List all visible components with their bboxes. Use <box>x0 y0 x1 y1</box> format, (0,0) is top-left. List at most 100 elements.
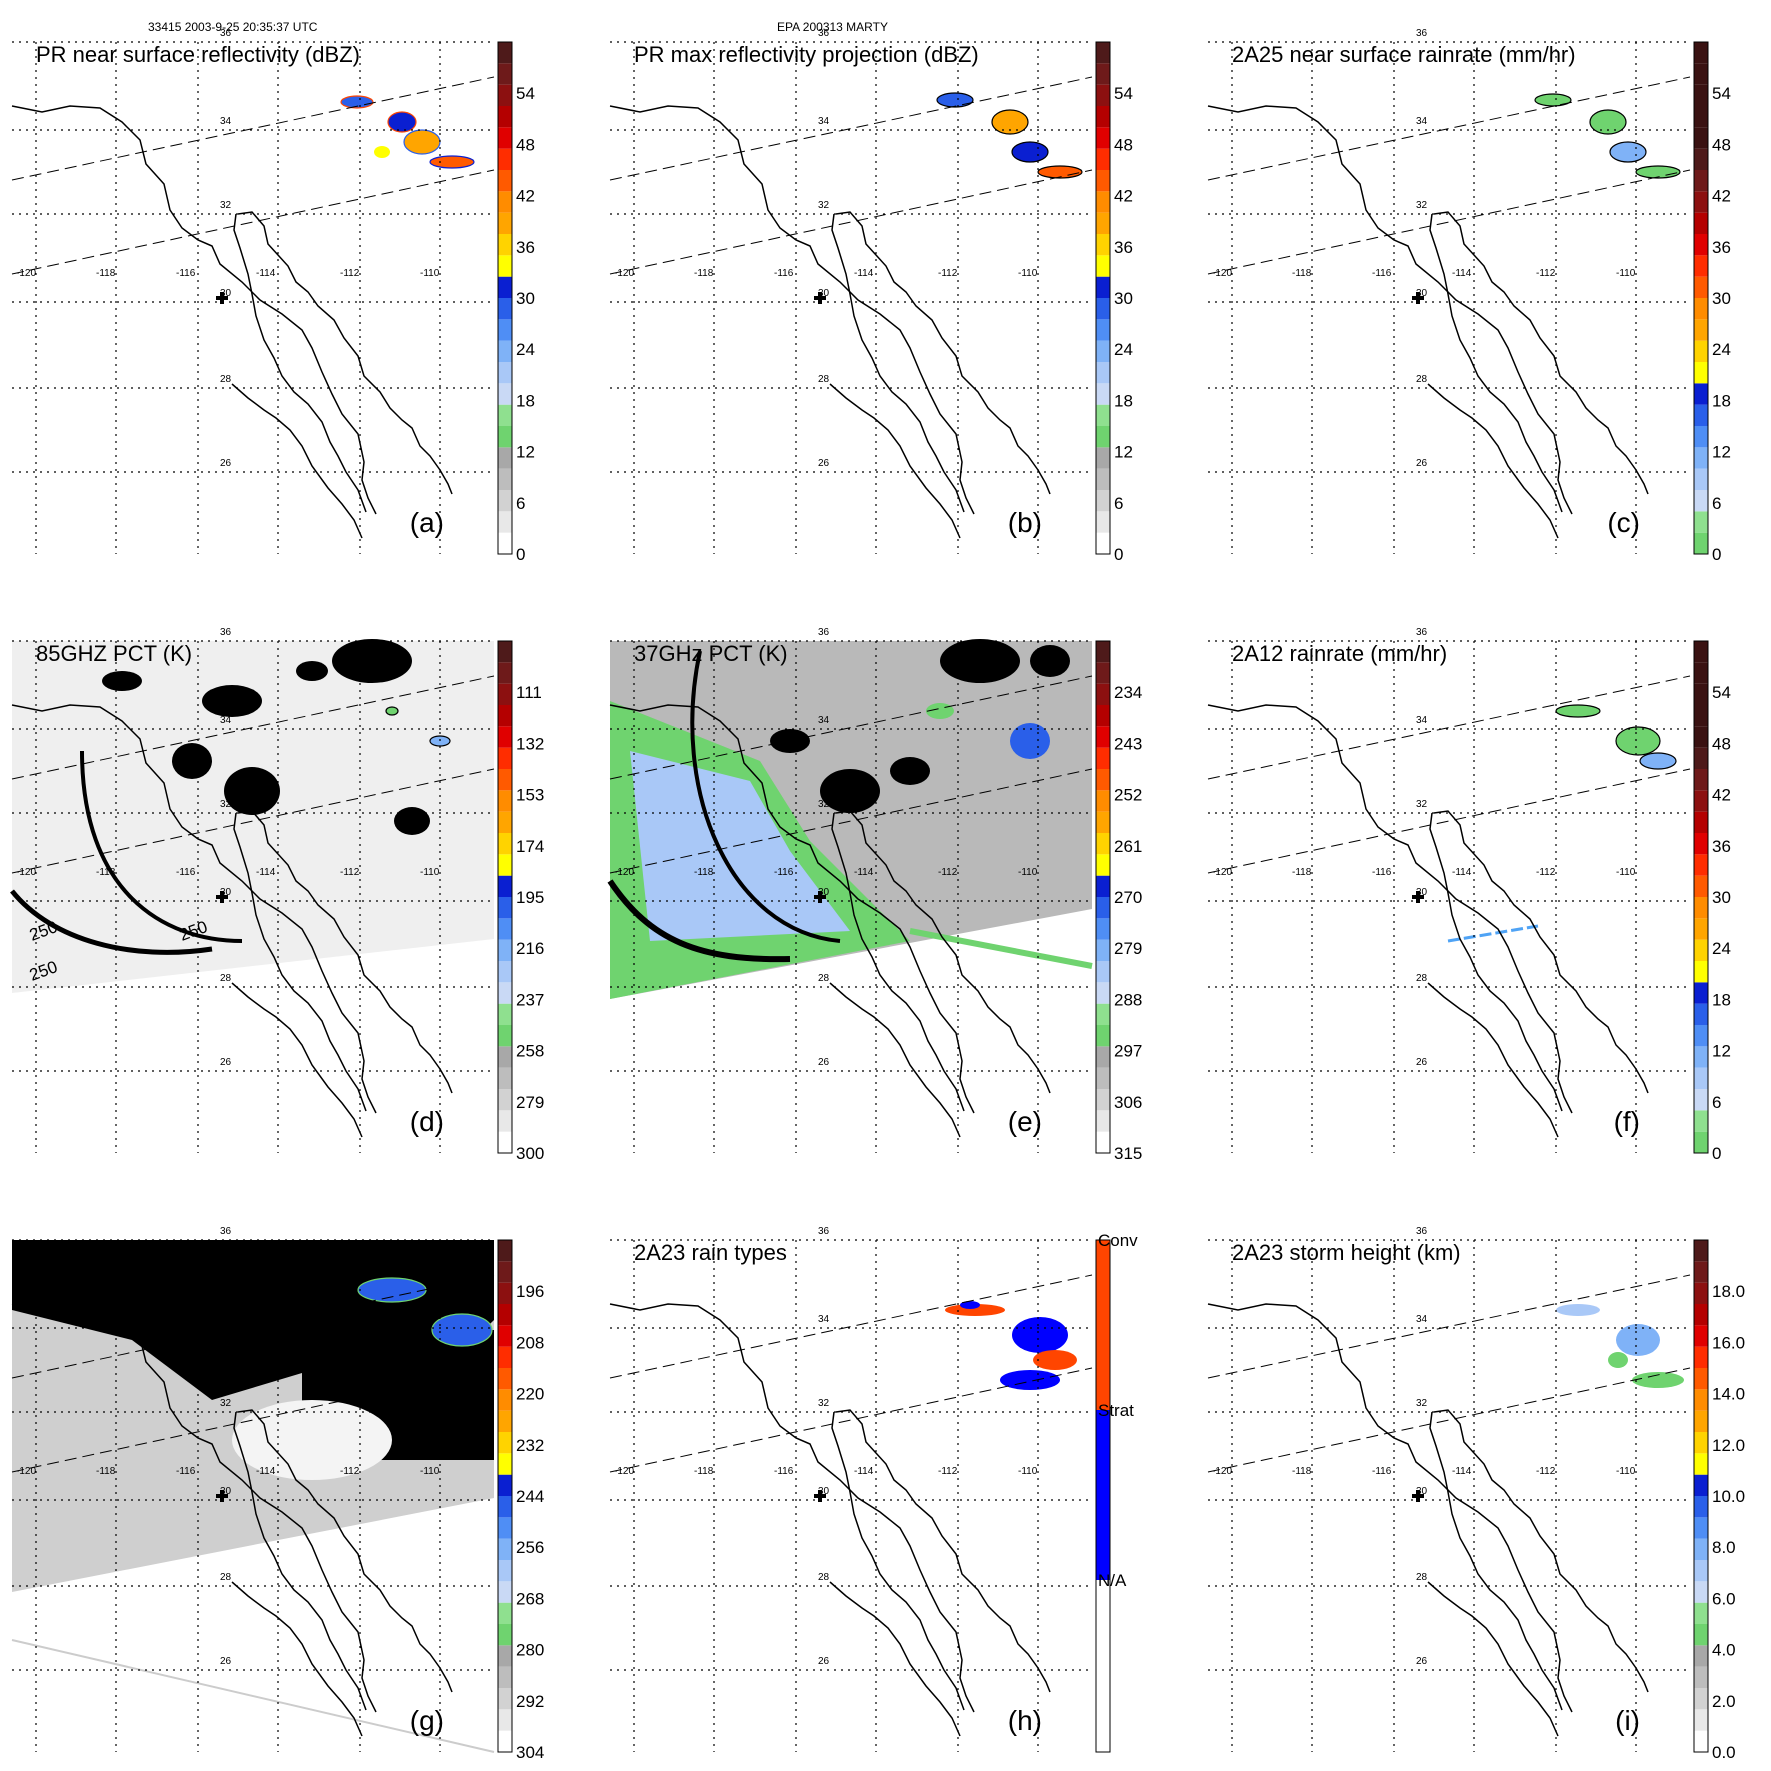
colorbar-segment <box>1096 1240 1110 1410</box>
colorbar-segment <box>1096 340 1110 362</box>
colorbar-segment <box>1096 747 1110 769</box>
lat-label: 28 <box>818 1572 830 1583</box>
coastline <box>237 1409 453 1693</box>
lat-label: 28 <box>220 374 232 385</box>
colorbar-tick: 12 <box>516 443 535 462</box>
colorbar-segment <box>498 1261 512 1283</box>
colorbar-segment <box>1096 468 1110 490</box>
colorbar-tick: 268 <box>516 1589 544 1608</box>
colorbar-tick: 208 <box>516 1333 544 1352</box>
lat-label: 30 <box>220 1486 232 1497</box>
swath-edge <box>11 1639 495 1753</box>
colorbar-segment <box>498 383 512 405</box>
lat-label: 28 <box>1416 1572 1428 1583</box>
colorbar-segment <box>1096 790 1110 812</box>
lat-label: 32 <box>818 799 830 810</box>
precip-cell <box>357 1277 427 1303</box>
panel-label: (i) <box>1615 1705 1640 1736</box>
colorbar-segment <box>1694 939 1708 961</box>
colorbar-tick: 42 <box>516 187 535 206</box>
colorbar-segment <box>498 1474 512 1496</box>
lat-label: 28 <box>1416 973 1428 984</box>
colorbar-segment <box>1694 769 1708 791</box>
colorbar-frame <box>1693 1239 1709 1753</box>
colorbar-segment <box>1096 1410 1110 1580</box>
colorbar-segment <box>498 191 512 213</box>
colorbar-tick: 196 <box>516 1282 544 1301</box>
precip-cell <box>387 111 417 133</box>
colorbar-segment <box>498 897 512 919</box>
colorbar-segment <box>1694 340 1708 362</box>
lon-label: -110 <box>1616 867 1636 878</box>
lat-label: 26 <box>818 458 830 469</box>
colorbar-segment <box>498 106 512 128</box>
colorbar-segment <box>1694 319 1708 341</box>
colorbar-segment <box>1694 1389 1708 1411</box>
lon-label: -114 <box>854 867 874 878</box>
colorbar-segment <box>1694 897 1708 919</box>
lon-label: -112 <box>340 1466 360 1477</box>
colorbar-tick: 279 <box>1114 939 1142 958</box>
precip-cell <box>1033 1350 1077 1370</box>
lat-label: 26 <box>220 458 232 469</box>
coastline <box>1427 982 1559 1138</box>
precip-cell <box>1616 1324 1660 1356</box>
colorbar-segment <box>1096 1046 1110 1068</box>
colorbar-tick: 0.0 <box>1712 1743 1736 1762</box>
colorbar-tick: 256 <box>516 1538 544 1557</box>
colorbar-segment <box>498 875 512 897</box>
lon-label: -120 <box>1212 867 1232 878</box>
colorbar-tick: 18 <box>1712 391 1731 410</box>
colorbar-tick: 111 <box>516 683 542 702</box>
coastline <box>831 213 965 513</box>
colorbar-segment <box>1694 255 1708 277</box>
panel-title: 2A23 storm height (km) <box>1232 1240 1461 1265</box>
lon-label: -118 <box>694 867 714 878</box>
coastline <box>11 105 377 515</box>
colorbar-segment <box>1694 1067 1708 1089</box>
lat-label: 30 <box>220 288 232 299</box>
colorbar-frame <box>1095 41 1111 555</box>
lon-label: -120 <box>16 1466 36 1477</box>
lat-label: 34 <box>1416 715 1428 726</box>
colorbar-segment <box>1694 662 1708 684</box>
colorbar-segment <box>1694 790 1708 812</box>
colorbar-segment <box>1096 1110 1110 1132</box>
coastline <box>237 810 453 1094</box>
colorbar-segment <box>498 1089 512 1111</box>
precip-cell <box>820 769 880 813</box>
colorbar-tick: 24 <box>1114 340 1133 359</box>
lat-label: 36 <box>818 1226 830 1237</box>
contour-250 <box>10 889 213 955</box>
lat-label: 28 <box>818 374 830 385</box>
lat-label: 26 <box>220 1656 232 1667</box>
lat-label: 34 <box>1416 1314 1428 1325</box>
colorbar-segment <box>1694 84 1708 106</box>
swath-edge-north <box>609 675 1093 780</box>
colorbar-segment <box>1694 127 1708 149</box>
colorbar-tick: N/A <box>1098 1571 1127 1590</box>
swath-edge-south <box>1207 1367 1691 1473</box>
precip-cell <box>172 743 212 779</box>
swath-edge-north <box>609 76 1093 181</box>
coastline <box>1427 383 1559 539</box>
colorbar-tick: 54 <box>1712 84 1731 103</box>
precip-cell <box>991 109 1029 135</box>
colorbar-segment <box>1694 1282 1708 1304</box>
colorbar-segment <box>1694 276 1708 298</box>
colorbar-segment <box>498 726 512 748</box>
colorbar-tick: 234 <box>1114 683 1142 702</box>
lon-label: -120 <box>16 867 36 878</box>
lon-label: -110 <box>1018 268 1038 279</box>
colorbar-segment <box>1694 1240 1708 1262</box>
coastline <box>829 1581 961 1737</box>
lon-label: -110 <box>420 268 440 279</box>
swath-edge-south <box>11 768 495 874</box>
colorbar-tick: 24 <box>516 340 535 359</box>
colorbar-tick: 48 <box>1712 734 1731 753</box>
lat-label: 32 <box>1416 200 1428 211</box>
swath-edge-south <box>609 1367 1093 1473</box>
lat-label: 30 <box>818 887 830 898</box>
